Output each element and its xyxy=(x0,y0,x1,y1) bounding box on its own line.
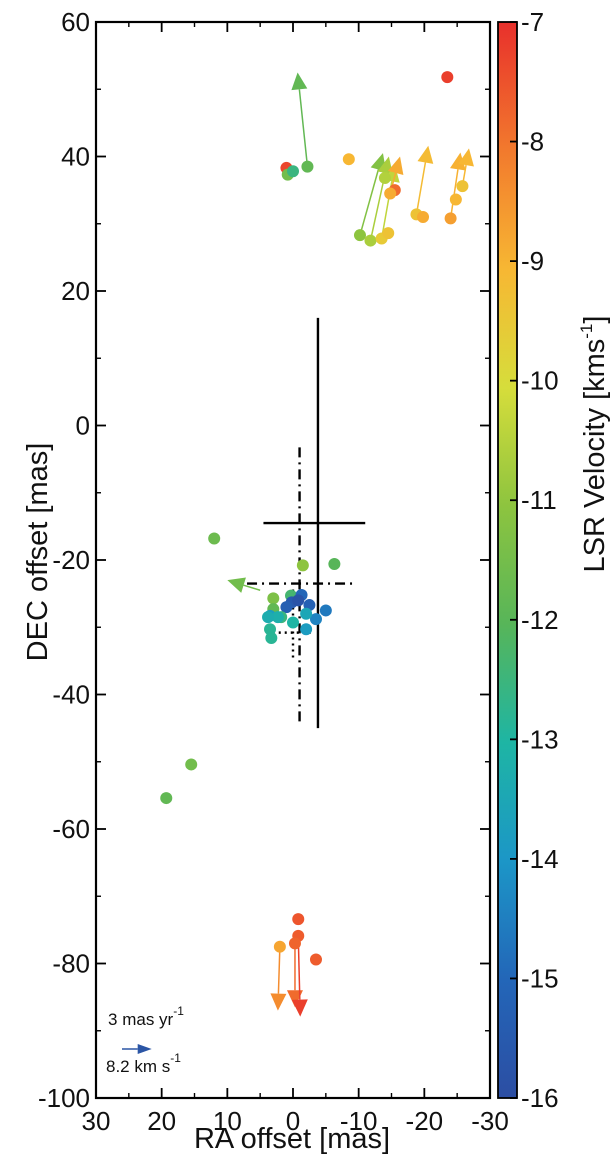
maser-spot-25 xyxy=(292,594,305,607)
colorbar-title-main: LSR Velocity [kms xyxy=(579,339,610,573)
motion-vector-0-shaft xyxy=(298,89,309,167)
x-tick-label: -10 xyxy=(340,1106,378,1136)
y-axis-title-group: DEC offset [mas] xyxy=(22,443,54,662)
maser-spot-39 xyxy=(262,611,275,624)
maser-spot-45 xyxy=(288,937,301,950)
maser-spot-4 xyxy=(301,160,314,173)
maser-spot-34 xyxy=(271,611,284,624)
maser-spot-7 xyxy=(384,187,397,200)
motion-vector-1-shaft xyxy=(359,169,380,236)
x-axis-title-group: RA offset [mas] xyxy=(194,1123,390,1155)
colorbar-tick-label: -7 xyxy=(521,7,544,37)
maser-spot-5 xyxy=(342,153,355,166)
colorbar-tick-label: -9 xyxy=(521,246,544,276)
scale-bar-unit: mas yr xyxy=(122,1010,173,1029)
y-tick-label: 40 xyxy=(61,142,90,172)
x-tick-label: -20 xyxy=(406,1106,444,1136)
colorbar-tick-label: -15 xyxy=(521,963,559,993)
y-tick-label: 0 xyxy=(76,411,90,441)
x-tick-label: 30 xyxy=(82,1106,111,1136)
scale-bar-velocity-sup: -1 xyxy=(170,1051,181,1065)
motion-vector-8-shaft xyxy=(243,584,261,591)
colorbar-tick-label: -13 xyxy=(521,724,559,754)
maser-spot-28 xyxy=(309,613,322,626)
motion-vector-2-shaft xyxy=(369,172,386,241)
y-axis-title: DEC offset [mas] xyxy=(22,443,54,662)
x-tick-label: 20 xyxy=(147,1106,176,1136)
maser-spot-37 xyxy=(287,616,299,629)
motion-vector-5-shaft xyxy=(415,162,427,215)
motion-vector-9-head xyxy=(270,993,287,1011)
maser-spot-21 xyxy=(267,592,280,605)
maser-spot-10 xyxy=(364,234,377,247)
colorbar: -7 -8 -9 -10 -11 -12 -13 -14 -15 -16 xyxy=(497,7,559,1113)
maser-spot-0 xyxy=(441,71,454,84)
colorbar-tick-label: -16 xyxy=(521,1083,559,1113)
maser-spot-40 xyxy=(185,758,198,771)
axes: 30 20 10 0 -10 -20 -30 60 40 20 0 -20 -40 -60 -80 -100 xyxy=(38,7,509,1136)
scale-bar-rate: 3 mas yr-1 xyxy=(108,1004,184,1029)
colorbar-gradient xyxy=(497,21,518,1099)
maser-spot-38 xyxy=(300,623,313,636)
motion-vector-0-head xyxy=(291,72,308,91)
maser-spot-30 xyxy=(300,607,313,620)
maser-spot-29 xyxy=(319,604,332,617)
maser-spot-46 xyxy=(309,953,322,966)
y-tick-label: -20 xyxy=(52,545,90,575)
scale-bar-head xyxy=(137,1044,152,1054)
colorbar-tick-label: -14 xyxy=(521,844,559,874)
y-tick-label: 60 xyxy=(61,7,90,37)
maser-spot-18 xyxy=(208,532,221,545)
maser-spot-36 xyxy=(265,632,278,645)
colorbar-title: LSR Velocity [kms-1] xyxy=(577,316,610,573)
motion-vector-7-head xyxy=(458,148,474,167)
colorbar-title-group: LSR Velocity [kms-1] xyxy=(577,316,610,573)
colorbar-tick-label: -8 xyxy=(521,127,544,157)
maser-spot-15 xyxy=(444,212,457,225)
maser-spot-17 xyxy=(456,180,469,193)
colorbar-tick-label: -11 xyxy=(521,485,557,515)
maser-spot-3 xyxy=(287,165,299,178)
scale-bar-velocity-value: 8.2 xyxy=(106,1057,130,1076)
plot-area xyxy=(122,71,474,1054)
x-tick-label: 0 xyxy=(286,1106,300,1136)
motion-vector-8-head xyxy=(227,577,246,593)
motion-vector-9-shaft xyxy=(277,946,281,994)
motion-vector-5-head xyxy=(417,145,434,164)
maser-spot-16 xyxy=(449,193,462,206)
y-tick-label: -60 xyxy=(52,814,90,844)
colorbar-title-sup: -1 xyxy=(577,324,596,339)
colorbar-tick-label: -10 xyxy=(521,366,559,396)
maser-spot-43 xyxy=(292,913,305,926)
scale-bar: 3 mas yr-1 8.2 km s-1 xyxy=(106,1004,184,1076)
maser-spot-19 xyxy=(296,559,309,572)
x-tick-label: 10 xyxy=(213,1106,242,1136)
scale-bar-value: 3 xyxy=(108,1010,117,1029)
maser-spot-14 xyxy=(417,211,430,224)
scale-bar-velocity: 8.2 km s-1 xyxy=(106,1051,181,1076)
scale-bar-velocity-unit: km s xyxy=(134,1057,170,1076)
motion-vector-6-head xyxy=(450,152,466,171)
y-tick-label: -40 xyxy=(52,680,90,710)
maser-spot-20 xyxy=(328,558,341,571)
x-tick-label: -30 xyxy=(471,1106,509,1136)
y-tick-label: -80 xyxy=(52,949,90,979)
y-tick-label: -100 xyxy=(38,1083,90,1113)
maser-spot-9 xyxy=(353,229,366,242)
maser-spot-8 xyxy=(378,172,391,185)
colorbar-tick-label: -12 xyxy=(521,605,559,635)
maser-spot-42 xyxy=(273,940,286,953)
maser-spot-12 xyxy=(382,227,395,240)
y-tick-label: 20 xyxy=(61,276,90,306)
motion-vector-11-head xyxy=(291,999,308,1017)
scale-bar-unit-sup: -1 xyxy=(173,1004,184,1018)
maser-spot-41 xyxy=(160,792,173,805)
motion-vector-4-head xyxy=(387,156,404,175)
colorbar-title-close: ] xyxy=(579,316,610,324)
x-axis-title: RA offset [mas] xyxy=(194,1123,390,1155)
maser-spot-26 xyxy=(280,601,293,614)
